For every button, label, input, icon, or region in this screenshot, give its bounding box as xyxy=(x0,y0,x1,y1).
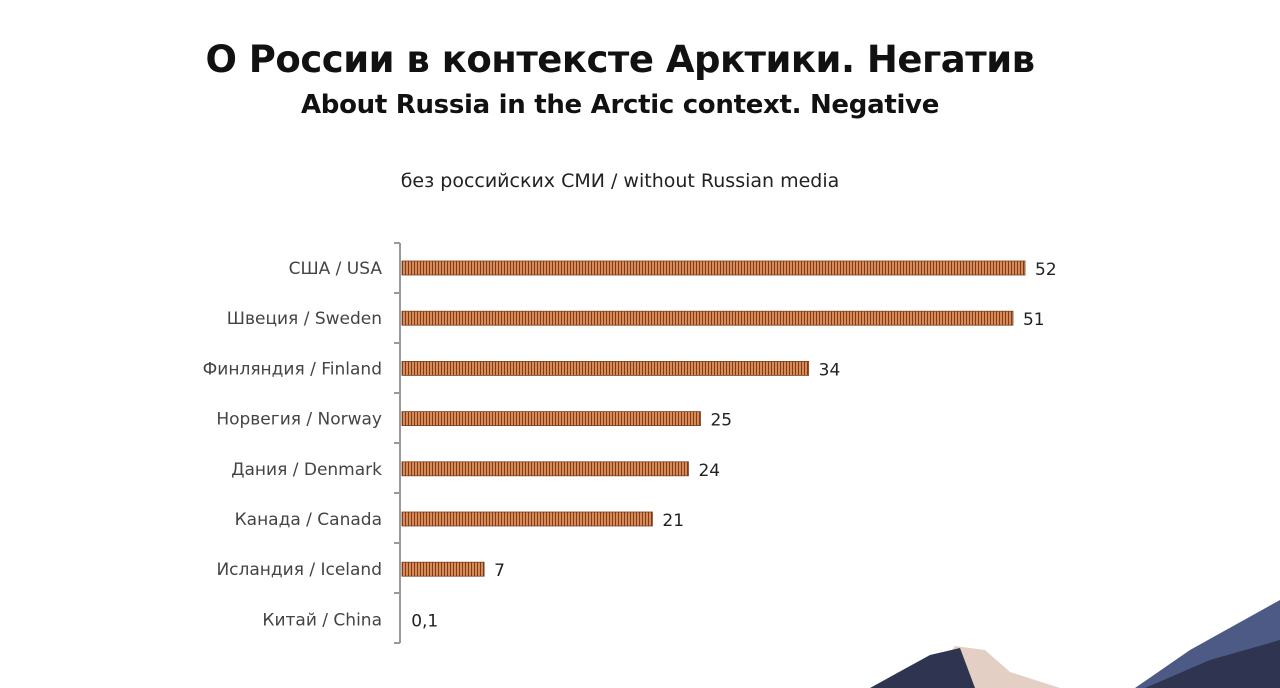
mountain-dark-shape xyxy=(870,648,975,688)
